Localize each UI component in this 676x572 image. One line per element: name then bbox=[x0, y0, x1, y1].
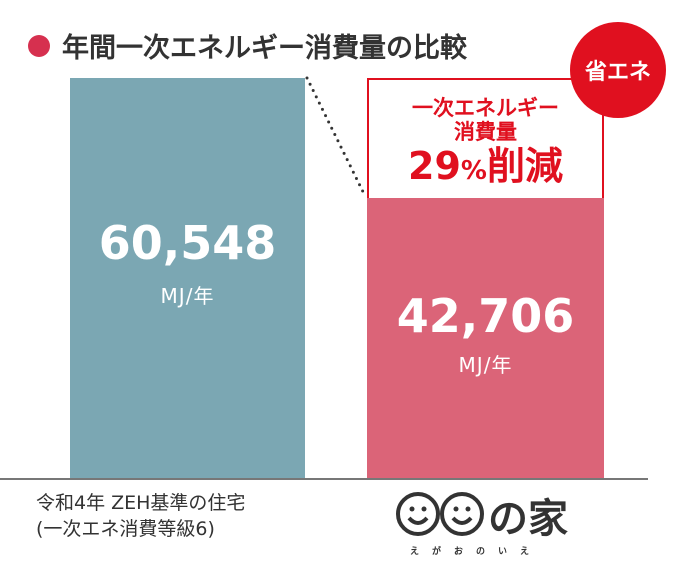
bar-value-label: 42,706 bbox=[396, 288, 575, 343]
egao-no-ie-logo: の家 えがおのいえ bbox=[396, 486, 596, 566]
reduction-percent: 29 bbox=[408, 144, 461, 188]
bar-unit-label: MJ/年 bbox=[458, 352, 513, 377]
category-label-line2: (一次エネ消費等級6) bbox=[36, 518, 215, 540]
logo-reading: えがおのいえ bbox=[410, 547, 543, 557]
bar-zeh-standard: 60,548 MJ/年 bbox=[70, 78, 305, 478]
percent-sign: % bbox=[460, 156, 487, 186]
x-tick-label-zeh: 令和4年 ZEH基準の住宅 (一次エネ消費等級6) bbox=[36, 490, 245, 542]
badge-text: 省エネ bbox=[584, 60, 651, 85]
callout-line1: 一次エネルギー bbox=[412, 96, 559, 120]
bar-unit-label: MJ/年 bbox=[160, 284, 215, 308]
reduction-suffix: 削減 bbox=[486, 144, 563, 188]
title-text: 年間一次エネルギー消費量の比較 bbox=[62, 33, 467, 64]
x-axis-baseline bbox=[0, 478, 648, 480]
reduction-callout: 一次エネルギー 消費量 29%削減 bbox=[367, 78, 604, 198]
energy-saving-badge: 省エネ bbox=[570, 22, 666, 118]
bar-value-label: 60,548 bbox=[98, 216, 277, 270]
callout-line2: 消費量 bbox=[454, 120, 517, 144]
chart-title: 年間一次エネルギー消費量の比較 bbox=[28, 26, 467, 65]
category-label-line1: 令和4年 ZEH基準の住宅 bbox=[36, 492, 246, 514]
dotted-connector-line bbox=[305, 76, 367, 198]
smiley-faces-icon: の家 bbox=[396, 492, 568, 542]
logo-mark-text: の家 bbox=[488, 495, 568, 542]
bar-egao-no-ie: 42,706 MJ/年 bbox=[367, 195, 604, 478]
title-bullet-icon bbox=[28, 34, 50, 57]
callout-reduction: 29%削減 bbox=[369, 144, 602, 193]
